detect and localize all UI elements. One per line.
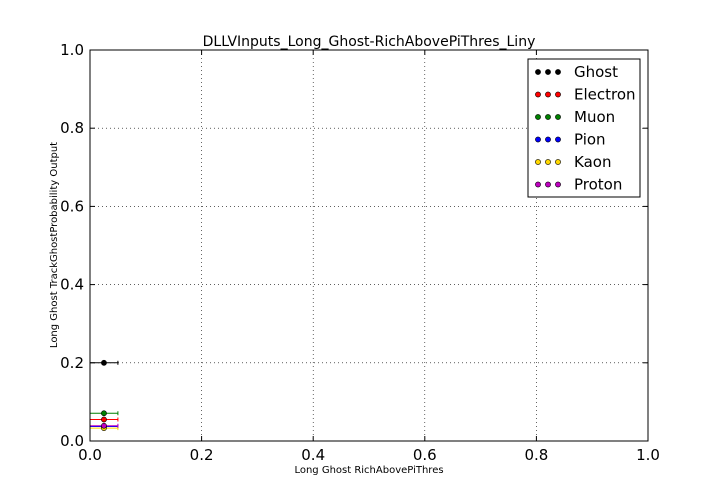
x-tick-label: 1.0 bbox=[636, 446, 660, 464]
x-tick-label: 0.8 bbox=[524, 446, 548, 464]
plot-frame bbox=[89, 49, 649, 442]
x-tick-label: 0.2 bbox=[190, 446, 214, 464]
legend-marker-proton bbox=[555, 181, 561, 188]
legend-label-muon: Muon bbox=[574, 108, 615, 126]
series-muon bbox=[90, 410, 119, 417]
series-layer bbox=[90, 359, 119, 431]
legend-marker-ghost bbox=[545, 69, 551, 75]
y-tick-label: 0.6 bbox=[60, 197, 84, 215]
axis-ticks: 0.0 0.2 0.4 0.6 0.8 1.0 0.0 0.2 0.4 0.6 0.8 1.0 bbox=[60, 41, 660, 464]
legend: Ghost Electron Muon Pion Kaon Proton bbox=[527, 58, 641, 198]
data-point-proton bbox=[101, 422, 107, 429]
legend-box bbox=[527, 58, 641, 198]
legend-label-pion: Pion bbox=[574, 131, 606, 149]
legend-marker-pion bbox=[545, 136, 551, 143]
legend-marker-proton bbox=[545, 181, 551, 188]
x-tick-label: 0.0 bbox=[78, 446, 102, 464]
y-tick-label: 0.4 bbox=[60, 276, 84, 294]
x-axis-label: Long Ghost RichAbovePiThres bbox=[294, 465, 443, 476]
y-axis-label: Long Ghost TrackGhostProbability Output bbox=[49, 142, 60, 348]
y-tick-label: 0.0 bbox=[60, 432, 84, 450]
y-tick-label: 0.2 bbox=[60, 354, 84, 372]
y-tick-label: 0.8 bbox=[60, 119, 84, 137]
legend-label-ghost: Ghost bbox=[574, 63, 618, 81]
legend-marker-proton bbox=[535, 181, 541, 188]
legend-marker-kaon bbox=[555, 159, 561, 165]
legend-marker-muon bbox=[535, 114, 541, 120]
legend-marker-kaon bbox=[535, 159, 541, 165]
data-point-ghost bbox=[101, 359, 107, 366]
y-tick-label: 1.0 bbox=[60, 41, 84, 59]
series-ghost bbox=[90, 359, 119, 366]
series-electron bbox=[90, 416, 119, 423]
x-tick-label: 0.6 bbox=[413, 446, 437, 464]
legend-marker-electron bbox=[545, 91, 551, 98]
data-point-muon bbox=[101, 410, 107, 417]
legend-label-proton: Proton bbox=[574, 176, 622, 194]
legend-marker-pion bbox=[555, 136, 561, 143]
legend-marker-electron bbox=[555, 91, 561, 98]
legend-marker-pion bbox=[535, 136, 541, 143]
data-point-electron bbox=[101, 416, 107, 423]
legend-label-electron: Electron bbox=[574, 86, 636, 104]
legend-label-kaon: Kaon bbox=[574, 153, 611, 171]
legend-marker-electron bbox=[535, 91, 541, 98]
series-proton bbox=[90, 422, 119, 429]
legend-marker-kaon bbox=[545, 159, 551, 165]
legend-marker-ghost bbox=[535, 69, 541, 75]
legend-marker-ghost bbox=[555, 69, 561, 75]
legend-marker-muon bbox=[545, 114, 551, 120]
legend-marker-muon bbox=[555, 114, 561, 120]
chart-title: DLLVInputs_Long_Ghost-RichAbovePiThres_L… bbox=[203, 34, 536, 50]
x-tick-label: 0.4 bbox=[301, 446, 325, 464]
